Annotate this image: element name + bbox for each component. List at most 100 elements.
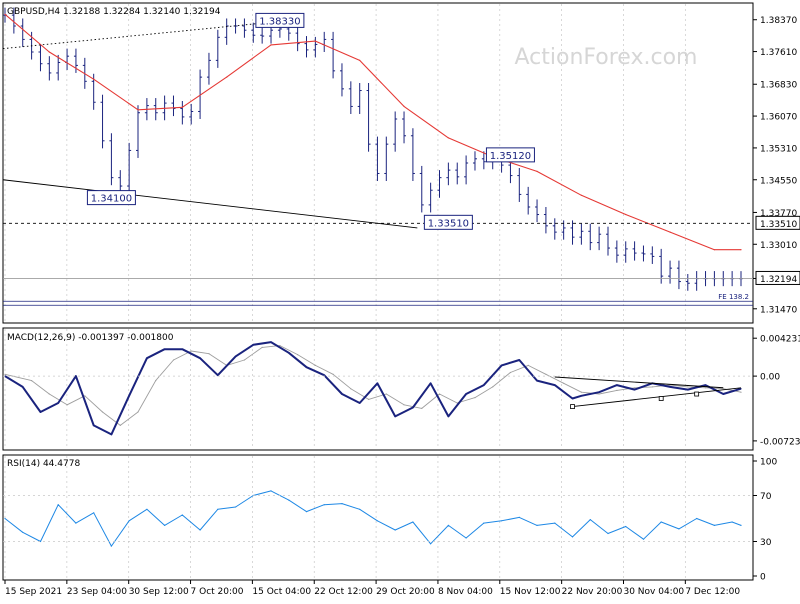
rsi-point — [660, 521, 662, 523]
macd-upper-trendline — [554, 376, 724, 389]
macd-signal-point — [403, 404, 405, 406]
macd-signal-point — [492, 386, 494, 388]
macd-point — [430, 382, 432, 384]
macd-signal-point — [350, 388, 352, 390]
rsi-point — [288, 499, 290, 501]
macd-point — [39, 411, 42, 413]
macd-signal-point — [385, 393, 387, 395]
macd-signal-point — [438, 393, 441, 395]
macd-signal-point — [4, 373, 6, 375]
price-pane: ActionForex.com 1.33510 FE 138.2 1.38330 1… — [2, 2, 800, 324]
support-level-box — [755, 215, 800, 230]
rsi-point — [57, 504, 59, 506]
rsi-point — [146, 508, 148, 510]
macd-signal-point — [137, 411, 139, 413]
sma-point — [314, 40, 316, 42]
rsi-point — [696, 517, 698, 520]
macd-point — [412, 406, 414, 409]
macd-y-tick-label: -0.00723 — [760, 437, 800, 447]
rsi-point — [359, 508, 361, 510]
time-axis: 15 Sep 2021 23 Sep 04:00 30 Sep 12:00 7 Oct… — [4, 580, 740, 597]
macd-signal-point — [421, 407, 423, 409]
rsi-point — [181, 514, 183, 516]
sma-point — [270, 44, 272, 46]
macd-point — [536, 380, 538, 382]
price-annotation-box — [86, 190, 136, 206]
sma-point — [137, 109, 139, 111]
macd-signal-point — [208, 353, 210, 355]
macd-signal-point — [155, 380, 157, 382]
macd-signal-point — [563, 382, 565, 384]
x-tick-label: 30 Sep 12:00 — [129, 587, 189, 597]
rsi-point — [270, 490, 272, 492]
rsi-point — [235, 506, 237, 508]
rsi-y-tick-label: 100 — [760, 458, 777, 468]
rsi-point — [412, 521, 414, 523]
macd-point — [580, 395, 583, 397]
macd-signal-point — [740, 391, 742, 393]
macd-point — [252, 344, 254, 346]
x-tick-label: 15 Nov 12:00 — [500, 587, 561, 597]
price-y-tick-label: 1.38370 — [760, 16, 797, 26]
macd-point — [235, 355, 237, 357]
x-tick-label: 22 Nov 20:00 — [562, 587, 623, 597]
macd-point — [199, 357, 201, 359]
macd-signal-point — [580, 391, 583, 393]
x-tick-label: 23 Sep 04:00 — [67, 587, 127, 597]
rsi-point — [642, 538, 645, 540]
macd-pane: 0.004231 0.00 -0.00723 MACD(12,26,9) -0.00… — [2, 327, 800, 451]
macd-point — [501, 364, 503, 366]
macd-signal-point — [297, 354, 299, 356]
macd-point — [598, 391, 600, 393]
macd-lower-trendline — [572, 387, 742, 408]
macd-signal-point — [651, 386, 653, 388]
macd-point — [465, 393, 467, 395]
rsi-point — [536, 524, 538, 527]
sma-point — [181, 106, 183, 108]
macd-point — [57, 402, 59, 404]
macd-signal-point — [598, 393, 600, 395]
rsi-point — [465, 537, 467, 539]
rsi-point — [376, 520, 378, 522]
macd-signal-point — [84, 395, 86, 397]
macd-point — [394, 415, 396, 417]
price-annotation-box — [423, 214, 473, 230]
rsi-point — [164, 524, 166, 527]
price-pane-title: GBPUSD,H4 1.32188 1.32284 1.32140 1.3219… — [7, 7, 221, 17]
macd-signal-point — [704, 387, 707, 389]
price-y-tick-label: 1.36830 — [760, 81, 797, 91]
rsi-point — [128, 520, 130, 522]
macd-point — [687, 389, 689, 391]
macd-point — [571, 397, 574, 400]
macd-point — [22, 386, 24, 388]
macd-point — [341, 393, 343, 395]
macd-signal-point — [101, 411, 104, 413]
rsi-y-tick-label: 0 — [760, 573, 766, 583]
x-tick-label: 7 Dec 12:00 — [685, 587, 740, 597]
rsi-point — [22, 531, 24, 533]
macd-signal-point — [66, 404, 68, 406]
macd-signal-point — [545, 373, 547, 375]
rsi-point — [394, 529, 396, 531]
price-annotation-label: 1.33510 — [428, 218, 469, 229]
price-annotation: 1.33510 — [423, 214, 473, 230]
x-tick-label: 22 Oct 12:00 — [314, 587, 373, 597]
macd-point — [634, 389, 636, 391]
rsi-point — [731, 521, 733, 523]
sma-point — [447, 137, 449, 139]
sma-point — [93, 78, 95, 80]
macd-point — [447, 415, 449, 417]
rsi-point — [554, 522, 556, 524]
rsi-point — [678, 528, 680, 530]
fe-level-label: FE 138.2 — [718, 293, 749, 301]
macd-trendline-anchor — [694, 391, 700, 397]
price-y-tick-label: 1.35310 — [760, 144, 797, 154]
macd-signal-line — [4, 345, 742, 426]
macd-signal-point — [172, 359, 175, 361]
rsi-point — [740, 524, 742, 527]
macd-signal-point — [527, 364, 529, 366]
sma-point — [48, 51, 50, 53]
rsi-point — [217, 508, 219, 510]
macd-point — [483, 384, 485, 386]
